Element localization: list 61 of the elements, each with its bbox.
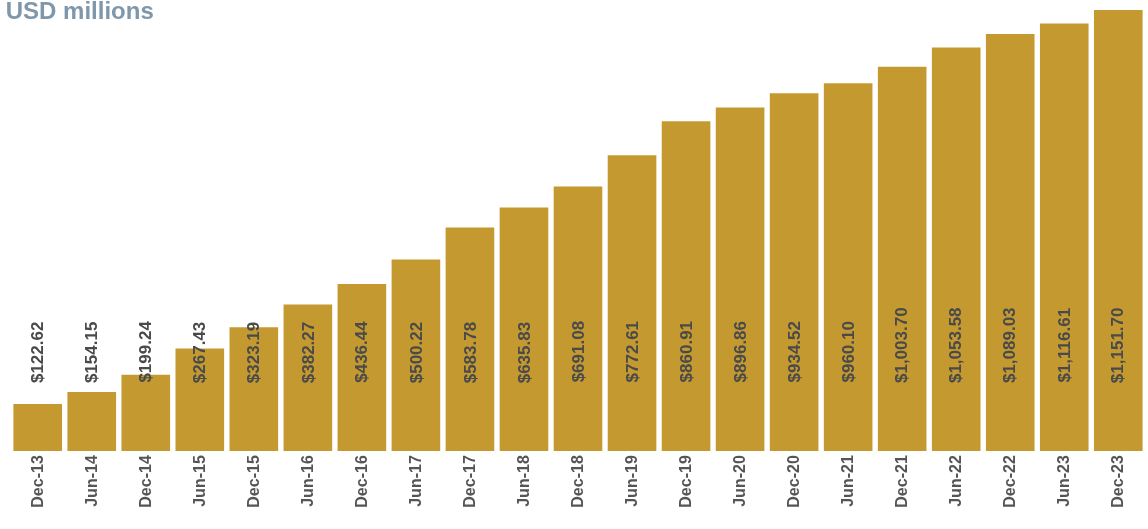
x-tick-label: Jun-23 bbox=[1055, 455, 1073, 507]
x-tick-label: Jun-19 bbox=[623, 455, 641, 507]
bar bbox=[769, 93, 819, 451]
bar bbox=[877, 66, 927, 451]
bar bbox=[715, 107, 765, 451]
x-tick-label: Jun-17 bbox=[407, 455, 425, 507]
bar bbox=[661, 121, 711, 451]
x-tick-label: Dec-13 bbox=[28, 455, 46, 508]
x-tick-label: Dec-23 bbox=[1109, 455, 1127, 508]
x-tick-label: Jun-15 bbox=[191, 455, 208, 507]
bar bbox=[985, 34, 1035, 451]
x-tick-label: Jun-20 bbox=[731, 455, 749, 507]
data-label: $199.24 bbox=[135, 320, 155, 383]
x-tick-label: Dec-17 bbox=[461, 455, 479, 508]
bar bbox=[931, 47, 981, 451]
x-tick-label: Dec-18 bbox=[569, 455, 587, 508]
bar bbox=[13, 404, 63, 451]
bar bbox=[823, 83, 873, 451]
x-tick-label: Jun-21 bbox=[839, 455, 857, 507]
bar bbox=[553, 186, 603, 451]
x-tick-label: Jun-18 bbox=[515, 455, 533, 507]
data-label: $772.61 bbox=[622, 320, 642, 383]
bar bbox=[607, 155, 657, 451]
data-label: $1,053.58 bbox=[946, 307, 966, 384]
x-tick-label: Dec-20 bbox=[785, 455, 803, 508]
bar bbox=[1093, 10, 1143, 451]
data-label: $122.62 bbox=[28, 321, 48, 384]
x-tick-label: Dec-16 bbox=[353, 455, 371, 508]
data-label: $1,089.03 bbox=[1000, 307, 1020, 384]
data-label: $860.91 bbox=[676, 320, 696, 383]
bar bbox=[283, 304, 333, 451]
bar bbox=[67, 391, 117, 451]
data-label: $934.52 bbox=[784, 321, 804, 383]
data-label: $1,151.70 bbox=[1108, 307, 1128, 384]
data-label: $382.27 bbox=[298, 321, 318, 384]
data-label: $583.78 bbox=[460, 321, 480, 384]
data-label: $267.43 bbox=[190, 321, 210, 384]
x-tick-label: Dec-21 bbox=[893, 455, 911, 508]
bar bbox=[445, 227, 495, 451]
x-tick-label: Jun-16 bbox=[299, 455, 317, 507]
data-label: $154.15 bbox=[82, 321, 102, 384]
bar bbox=[391, 259, 441, 451]
data-label: $323.19 bbox=[244, 321, 264, 384]
data-label: $1,003.70 bbox=[892, 307, 912, 384]
chart-title: USD millions bbox=[5, 0, 154, 25]
data-label: $896.86 bbox=[730, 320, 750, 383]
x-tick-label: Dec-15 bbox=[245, 455, 263, 508]
x-tick-label: Dec-22 bbox=[1001, 455, 1019, 508]
data-label: $691.08 bbox=[568, 320, 588, 383]
x-tick-label: Dec-19 bbox=[677, 455, 695, 508]
data-label: $1,116.61 bbox=[1054, 307, 1074, 383]
x-tick-label: Jun-22 bbox=[947, 455, 965, 507]
x-tick-label: Jun-14 bbox=[82, 455, 100, 507]
data-label: $960.10 bbox=[838, 321, 858, 383]
data-label: $635.83 bbox=[514, 321, 534, 384]
bar bbox=[1039, 23, 1089, 451]
data-label: $436.44 bbox=[352, 320, 372, 383]
bar bbox=[337, 283, 387, 451]
x-tick-label: Dec-14 bbox=[136, 455, 154, 508]
data-label: $500.22 bbox=[406, 321, 426, 384]
bar bbox=[499, 207, 549, 451]
